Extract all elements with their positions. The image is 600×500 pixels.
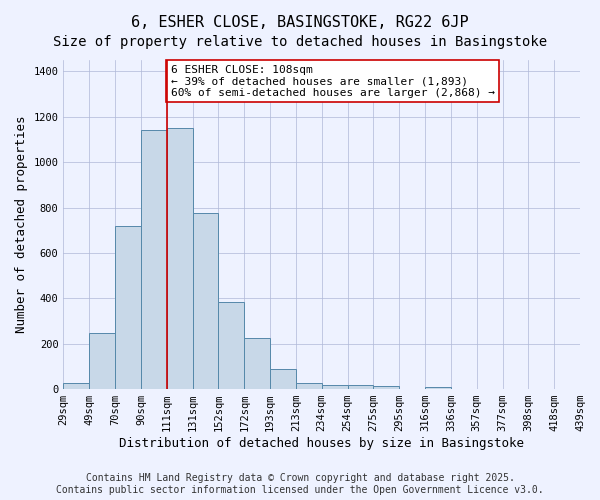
- Bar: [218, 302, 244, 389]
- X-axis label: Distribution of detached houses by size in Basingstoke: Distribution of detached houses by size …: [119, 437, 524, 450]
- Bar: [244, 338, 270, 389]
- Bar: [425, 387, 451, 389]
- Text: Contains HM Land Registry data © Crown copyright and database right 2025.
Contai: Contains HM Land Registry data © Crown c…: [56, 474, 544, 495]
- Bar: [296, 384, 322, 389]
- Bar: [141, 130, 167, 389]
- Bar: [347, 384, 373, 389]
- Bar: [373, 386, 399, 389]
- Text: 6 ESHER CLOSE: 108sqm
← 39% of detached houses are smaller (1,893)
60% of semi-d: 6 ESHER CLOSE: 108sqm ← 39% of detached …: [170, 64, 494, 98]
- Bar: [270, 368, 296, 389]
- Bar: [322, 384, 347, 389]
- Bar: [64, 384, 89, 389]
- Bar: [115, 226, 141, 389]
- Text: Size of property relative to detached houses in Basingstoke: Size of property relative to detached ho…: [53, 35, 547, 49]
- Text: 6, ESHER CLOSE, BASINGSTOKE, RG22 6JP: 6, ESHER CLOSE, BASINGSTOKE, RG22 6JP: [131, 15, 469, 30]
- Y-axis label: Number of detached properties: Number of detached properties: [15, 116, 28, 334]
- Bar: [193, 213, 218, 389]
- Bar: [89, 334, 115, 389]
- Bar: [167, 128, 193, 389]
